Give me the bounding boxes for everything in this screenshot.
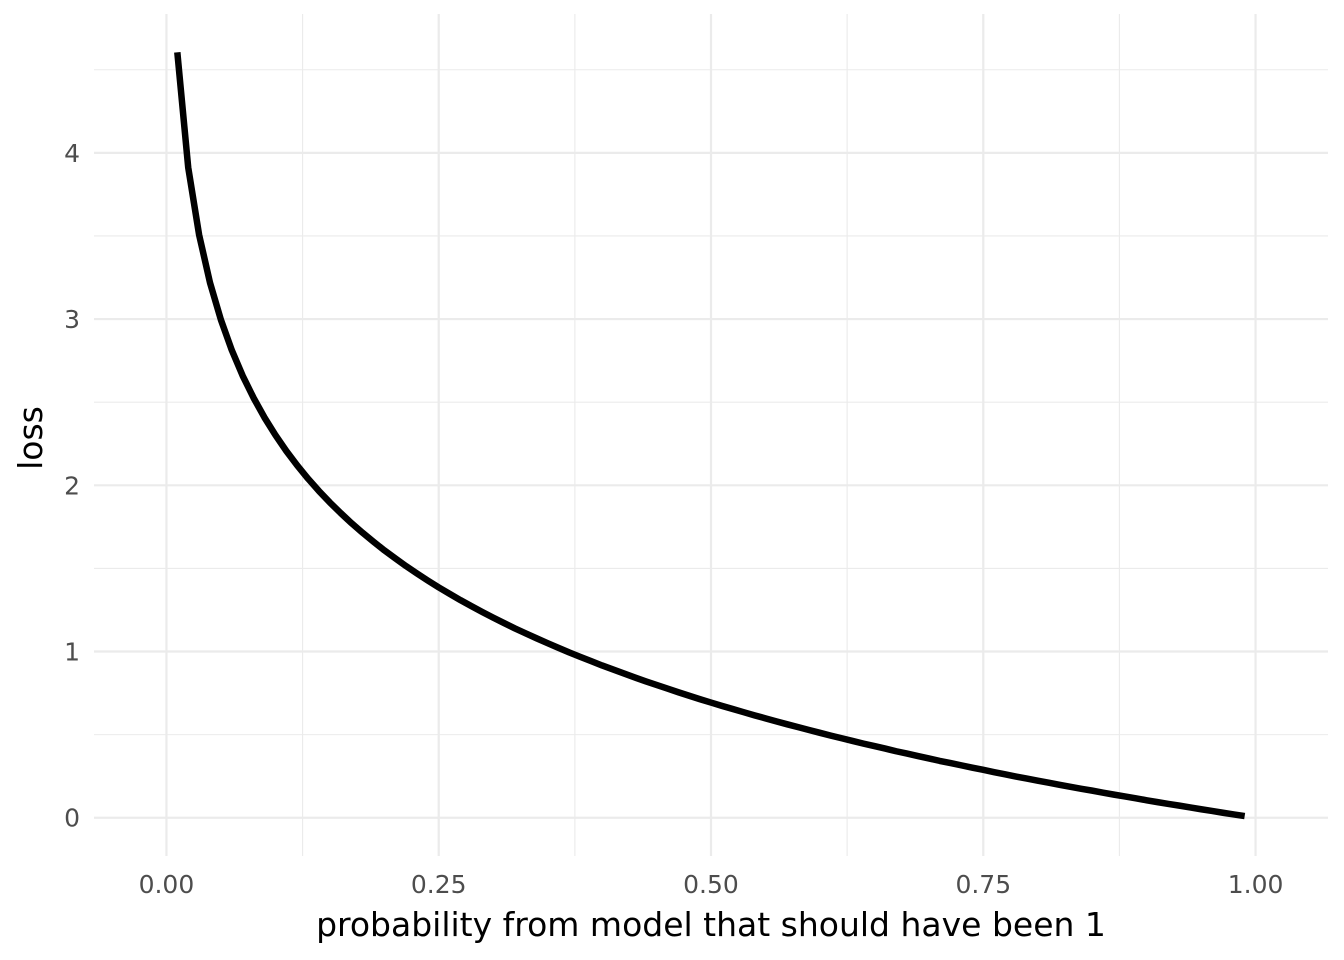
tick-labels: 0.00 0.25 0.50 0.75 1.00 0 1 2 3 4	[64, 139, 1283, 899]
loss-curve-line	[174, 51, 1246, 820]
x-tick-label: 0.25	[411, 870, 467, 899]
y-axis-title: loss	[11, 406, 50, 470]
y-tick-label: 3	[64, 305, 80, 334]
x-tick-label: 0.00	[139, 870, 195, 899]
y-tick-label: 0	[64, 804, 80, 833]
grid-lines	[94, 14, 1328, 856]
x-axis-title: probability from model that should have …	[316, 905, 1106, 944]
y-tick-label: 1	[64, 638, 80, 667]
x-tick-label: 0.75	[955, 870, 1011, 899]
x-tick-label: 0.50	[683, 870, 739, 899]
y-tick-label: 2	[64, 471, 80, 500]
y-tick-label: 4	[64, 139, 80, 168]
series-layer	[174, 51, 1246, 820]
x-tick-label: 1.00	[1228, 870, 1284, 899]
